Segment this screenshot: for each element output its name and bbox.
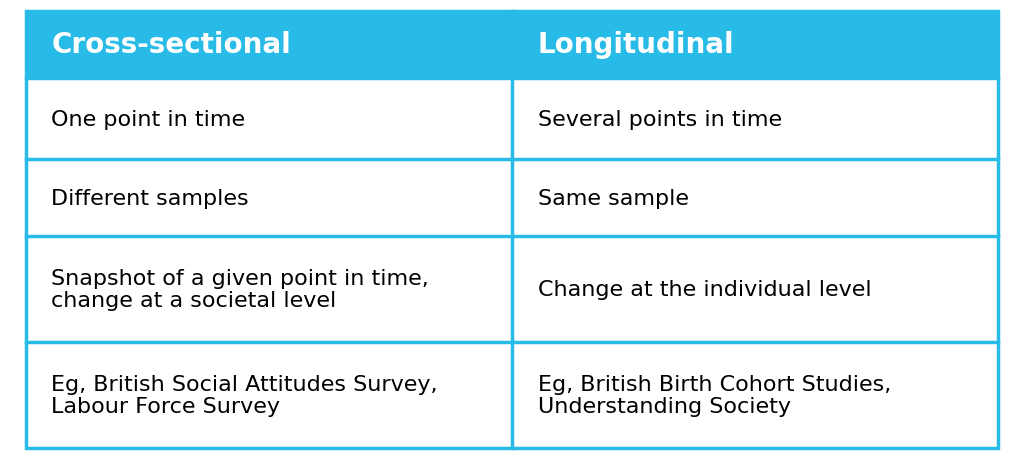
Text: Cross-sectional: Cross-sectional <box>51 31 291 59</box>
Text: Same sample: Same sample <box>538 188 688 208</box>
Text: Snapshot of a given point in time,: Snapshot of a given point in time, <box>51 268 429 288</box>
Text: Eg, British Birth Cohort Studies,: Eg, British Birth Cohort Studies, <box>538 374 891 394</box>
FancyBboxPatch shape <box>26 79 512 160</box>
FancyBboxPatch shape <box>26 160 512 236</box>
Text: One point in time: One point in time <box>51 110 246 129</box>
FancyBboxPatch shape <box>512 160 998 236</box>
Text: Eg, British Social Attitudes Survey,: Eg, British Social Attitudes Survey, <box>51 374 437 394</box>
Text: Understanding Society: Understanding Society <box>538 396 791 416</box>
FancyBboxPatch shape <box>26 236 512 342</box>
FancyBboxPatch shape <box>512 236 998 342</box>
FancyBboxPatch shape <box>512 79 998 160</box>
Text: Different samples: Different samples <box>51 188 249 208</box>
Text: Longitudinal: Longitudinal <box>538 31 734 59</box>
Text: change at a societal level: change at a societal level <box>51 290 337 310</box>
Text: Change at the individual level: Change at the individual level <box>538 279 871 299</box>
FancyBboxPatch shape <box>512 342 998 448</box>
FancyBboxPatch shape <box>26 342 512 448</box>
FancyBboxPatch shape <box>26 11 998 79</box>
Text: Several points in time: Several points in time <box>538 110 781 129</box>
Text: Labour Force Survey: Labour Force Survey <box>51 396 281 416</box>
